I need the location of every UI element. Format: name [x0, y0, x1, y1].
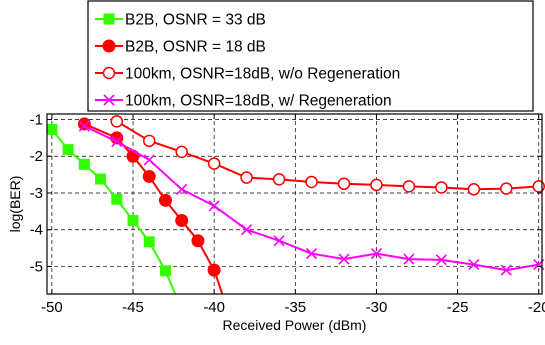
- series-1: [47, 123, 177, 294]
- data-point: [102, 66, 116, 80]
- data-point: [95, 173, 107, 185]
- data-point: [240, 171, 253, 184]
- series-3: [110, 115, 545, 196]
- x-tick-label: -35: [284, 299, 306, 316]
- data-point: [338, 253, 350, 265]
- data-point: [468, 259, 480, 271]
- data-point: [272, 173, 286, 186]
- legend-entry: B2B, OSNR = 33 dB: [95, 12, 266, 29]
- data-point: [435, 254, 447, 266]
- data-point: [500, 182, 513, 195]
- ticks: -50 -45 -40 -35 -30 -25 -20 -1 -2 -3 -4 -5: [30, 112, 545, 316]
- plot-frame: [46, 113, 543, 295]
- data-point: [207, 263, 221, 277]
- y-tick-label: -4: [30, 222, 43, 239]
- data-point: [175, 214, 189, 228]
- x-tick-label: -20: [528, 299, 545, 316]
- legend-box: [87, 0, 534, 112]
- data-point: [208, 200, 220, 212]
- data-point: [176, 183, 188, 195]
- y-tick-label: -5: [30, 258, 43, 275]
- legend: B2B, OSNR = 33 dB B2B, OSNR = 18 dB 100km,…: [87, 0, 534, 112]
- data-point: [158, 193, 172, 207]
- data-point: [273, 235, 285, 247]
- data-point: [102, 39, 116, 53]
- x-axis-label: Received Power (dBm): [223, 317, 367, 333]
- legend-label: B2B, OSNR = 33 dB: [125, 12, 266, 29]
- grid: [47, 114, 542, 294]
- data-point: [305, 175, 318, 189]
- y-tick-label: -3: [30, 185, 43, 202]
- data-point: [532, 180, 545, 193]
- data-point: [159, 265, 171, 277]
- data-point: [103, 94, 115, 106]
- data-point: [143, 154, 155, 166]
- legend-label: 100km, OSNR=18dB, w/o Regeneration: [125, 66, 400, 83]
- series-4: [78, 120, 545, 276]
- legend-label: B2B, OSNR = 18 dB: [125, 39, 266, 56]
- series-layer: [47, 115, 545, 294]
- data-point: [47, 123, 58, 135]
- x-tick-label: -45: [122, 299, 144, 316]
- data-point: [78, 120, 90, 132]
- x-tick-label: -50: [41, 299, 63, 316]
- data-point: [500, 264, 512, 276]
- x-tick-label: -40: [203, 299, 225, 316]
- data-point: [142, 169, 156, 183]
- data-point: [370, 178, 383, 192]
- legend-label: 100km, OSNR=18dB, w/ Regeneration: [125, 93, 392, 110]
- data-point: [62, 144, 74, 156]
- data-point: [103, 13, 115, 25]
- data-point: [175, 145, 188, 159]
- data-point: [305, 248, 318, 260]
- data-point: [207, 157, 221, 170]
- data-point: [111, 193, 123, 205]
- data-point: [403, 253, 415, 265]
- data-point: [241, 224, 253, 236]
- data-point: [467, 183, 481, 196]
- data-point: [110, 115, 124, 128]
- data-point: [370, 248, 383, 260]
- data-point: [127, 215, 139, 227]
- data-point: [435, 181, 448, 194]
- y-axis-label: log(BER): [7, 176, 23, 233]
- data-point: [111, 135, 123, 148]
- x-tick-label: -30: [366, 299, 388, 316]
- legend-entry: B2B, OSNR = 18 dB: [95, 39, 266, 56]
- y-tick-label: -1: [30, 112, 43, 129]
- data-point: [142, 134, 156, 148]
- data-point: [337, 177, 351, 191]
- data-point: [143, 236, 155, 248]
- x-tick-label: -25: [447, 299, 469, 316]
- data-point: [191, 234, 205, 248]
- data-point: [78, 158, 90, 170]
- legend-entry: 100km, OSNR=18dB, w/ Regeneration: [95, 93, 392, 110]
- y-tick-label: -2: [30, 148, 43, 165]
- legend-entry: 100km, OSNR=18dB, w/o Regeneration: [95, 66, 400, 83]
- data-point: [402, 180, 416, 193]
